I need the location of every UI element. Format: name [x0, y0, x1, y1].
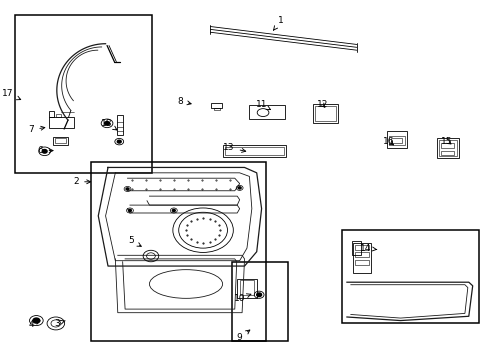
Bar — [53, 137, 68, 145]
Bar — [354, 245, 368, 250]
Text: 3: 3 — [54, 319, 65, 328]
Circle shape — [128, 210, 131, 212]
Circle shape — [33, 318, 40, 323]
Bar — [315, 106, 335, 121]
Text: 18: 18 — [101, 119, 117, 130]
Bar — [351, 241, 360, 255]
Circle shape — [238, 187, 241, 189]
Bar — [237, 279, 256, 298]
Bar — [224, 147, 284, 155]
Bar — [55, 138, 66, 143]
Text: 15: 15 — [440, 137, 452, 146]
Text: 12: 12 — [316, 100, 327, 109]
Text: 7: 7 — [28, 125, 45, 134]
Text: 4: 4 — [29, 320, 40, 329]
Bar — [211, 103, 222, 108]
Bar — [48, 111, 54, 117]
Bar — [390, 138, 401, 143]
Bar — [48, 117, 74, 128]
Circle shape — [104, 122, 109, 125]
Bar — [341, 230, 478, 323]
Text: 1: 1 — [273, 16, 284, 30]
Bar — [56, 114, 61, 117]
Text: 16: 16 — [382, 137, 393, 146]
Bar — [91, 162, 266, 341]
Bar — [436, 138, 458, 158]
Text: 2: 2 — [73, 177, 90, 186]
Bar — [354, 260, 368, 265]
Bar — [222, 145, 285, 157]
Bar — [249, 105, 284, 119]
Text: 9: 9 — [236, 330, 249, 342]
Bar — [354, 252, 368, 257]
Text: 13: 13 — [223, 143, 245, 152]
Bar — [440, 143, 453, 148]
Bar — [15, 15, 152, 173]
Text: 5: 5 — [128, 237, 141, 246]
Bar — [388, 135, 404, 145]
Circle shape — [117, 140, 121, 143]
Circle shape — [256, 293, 261, 297]
Bar — [438, 140, 456, 156]
Bar — [440, 150, 453, 155]
Text: 11: 11 — [255, 100, 270, 110]
Bar — [239, 280, 254, 295]
Bar — [352, 243, 370, 273]
Bar — [386, 131, 406, 148]
Circle shape — [126, 188, 129, 190]
Bar — [232, 262, 288, 341]
Text: 6: 6 — [38, 146, 53, 155]
Text: 17: 17 — [2, 89, 20, 100]
Circle shape — [172, 210, 175, 212]
Circle shape — [42, 149, 47, 153]
Bar — [213, 108, 219, 110]
Bar — [117, 116, 122, 135]
Bar — [312, 104, 337, 123]
Text: 10: 10 — [233, 294, 250, 303]
Text: 14: 14 — [359, 244, 376, 253]
Text: 8: 8 — [177, 96, 191, 105]
